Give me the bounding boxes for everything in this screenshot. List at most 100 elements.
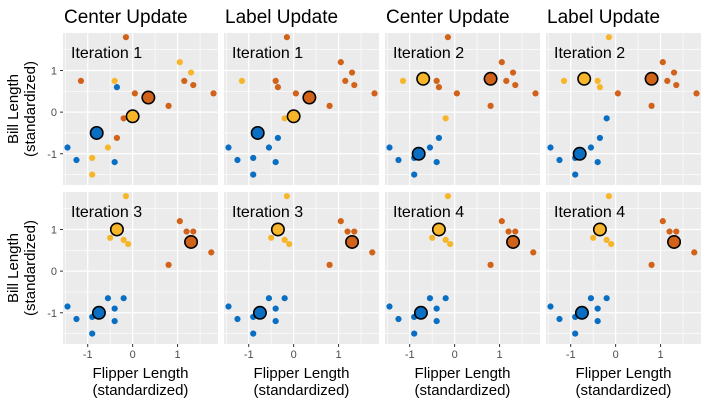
data-point bbox=[590, 234, 597, 241]
panel: Iteration 1 bbox=[224, 33, 379, 185]
data-point bbox=[104, 144, 112, 151]
data-point bbox=[165, 261, 172, 268]
panel-background bbox=[385, 33, 540, 185]
data-point bbox=[265, 144, 273, 151]
data-point bbox=[250, 171, 257, 178]
y-tick-label: 1 bbox=[51, 65, 57, 77]
data-point bbox=[234, 156, 241, 164]
data-point bbox=[505, 228, 512, 235]
cluster-center bbox=[577, 71, 592, 86]
data-point bbox=[453, 90, 460, 97]
data-point bbox=[250, 330, 257, 337]
y-tick-label: -1 bbox=[47, 149, 57, 161]
x-axis-title: (standardized) bbox=[93, 382, 189, 399]
data-point bbox=[190, 228, 197, 235]
iteration-label: Iteration 1 bbox=[232, 45, 303, 62]
data-point bbox=[111, 158, 118, 166]
data-point bbox=[547, 303, 554, 310]
data-point bbox=[120, 115, 127, 122]
data-point bbox=[104, 295, 112, 302]
panel-background bbox=[385, 192, 540, 344]
x-tick-label: 1 bbox=[175, 349, 181, 361]
x-tick-label: -1 bbox=[83, 349, 93, 361]
data-point bbox=[125, 240, 132, 248]
data-point bbox=[594, 77, 601, 84]
data-point bbox=[664, 77, 671, 84]
data-point bbox=[673, 81, 680, 89]
data-point bbox=[176, 218, 183, 225]
data-point bbox=[344, 228, 351, 235]
data-point bbox=[113, 134, 121, 142]
x-tick-label: 0 bbox=[130, 349, 136, 361]
panel-background bbox=[224, 192, 379, 344]
x-tick-label: 1 bbox=[497, 349, 503, 361]
data-point bbox=[326, 102, 333, 109]
data-point bbox=[594, 305, 601, 312]
data-point bbox=[238, 77, 246, 84]
data-point bbox=[272, 305, 279, 312]
data-point bbox=[447, 240, 454, 248]
data-point bbox=[250, 154, 257, 162]
panel-background bbox=[546, 192, 701, 344]
x-tick-label: -1 bbox=[405, 349, 415, 361]
iteration-label: Iteration 1 bbox=[71, 45, 142, 62]
iteration-label: Iteration 4 bbox=[554, 204, 625, 221]
data-point bbox=[122, 193, 129, 200]
data-point bbox=[614, 90, 621, 97]
cluster-center bbox=[252, 305, 267, 320]
data-point bbox=[113, 84, 121, 91]
data-point bbox=[274, 84, 282, 91]
data-point bbox=[210, 90, 217, 97]
cluster-center bbox=[592, 222, 607, 237]
iteration-label: Iteration 3 bbox=[232, 204, 303, 221]
data-point bbox=[509, 69, 517, 76]
cluster-center bbox=[416, 71, 431, 86]
y-tick-label: 1 bbox=[51, 224, 57, 236]
data-point bbox=[208, 249, 215, 256]
data-point bbox=[73, 156, 80, 164]
data-point bbox=[487, 261, 494, 268]
x-tick-label: 1 bbox=[336, 349, 342, 361]
data-point bbox=[594, 158, 601, 166]
data-point bbox=[556, 156, 563, 164]
data-point bbox=[183, 228, 190, 235]
data-point bbox=[435, 134, 443, 142]
data-point bbox=[670, 69, 678, 76]
x-axis-title: Flipper Length bbox=[415, 365, 511, 382]
cluster-center bbox=[184, 234, 199, 249]
data-point bbox=[111, 305, 118, 312]
x-tick-label: 0 bbox=[613, 349, 619, 361]
y-axis-title: (standardized) bbox=[22, 61, 39, 157]
y-axis-title: Bill Length bbox=[5, 233, 22, 303]
data-point bbox=[89, 154, 96, 162]
data-point bbox=[77, 77, 85, 84]
data-point bbox=[605, 193, 612, 200]
y-axis-title: Bill Length bbox=[5, 74, 22, 144]
data-point bbox=[596, 134, 604, 142]
cluster-center bbox=[91, 305, 106, 320]
data-point bbox=[281, 115, 288, 122]
data-point bbox=[442, 295, 449, 302]
data-point bbox=[181, 77, 188, 84]
data-point bbox=[234, 315, 241, 323]
data-point bbox=[122, 34, 129, 41]
data-point bbox=[351, 228, 358, 235]
data-point bbox=[648, 102, 655, 109]
data-point bbox=[337, 218, 344, 225]
column-title: Label Update bbox=[547, 7, 660, 28]
data-point bbox=[120, 295, 127, 302]
y-tick-label: 0 bbox=[51, 266, 57, 278]
data-point bbox=[444, 193, 451, 200]
data-point bbox=[111, 317, 118, 325]
data-point bbox=[532, 90, 539, 97]
cluster-center bbox=[302, 90, 317, 105]
data-point bbox=[111, 77, 118, 84]
cluster-center bbox=[125, 109, 140, 124]
cluster-center bbox=[141, 90, 156, 105]
data-point bbox=[594, 317, 601, 325]
data-point bbox=[435, 84, 443, 91]
data-point bbox=[512, 228, 519, 235]
data-point bbox=[107, 234, 114, 241]
data-point bbox=[73, 315, 80, 323]
column-title: Center Update bbox=[64, 7, 188, 28]
